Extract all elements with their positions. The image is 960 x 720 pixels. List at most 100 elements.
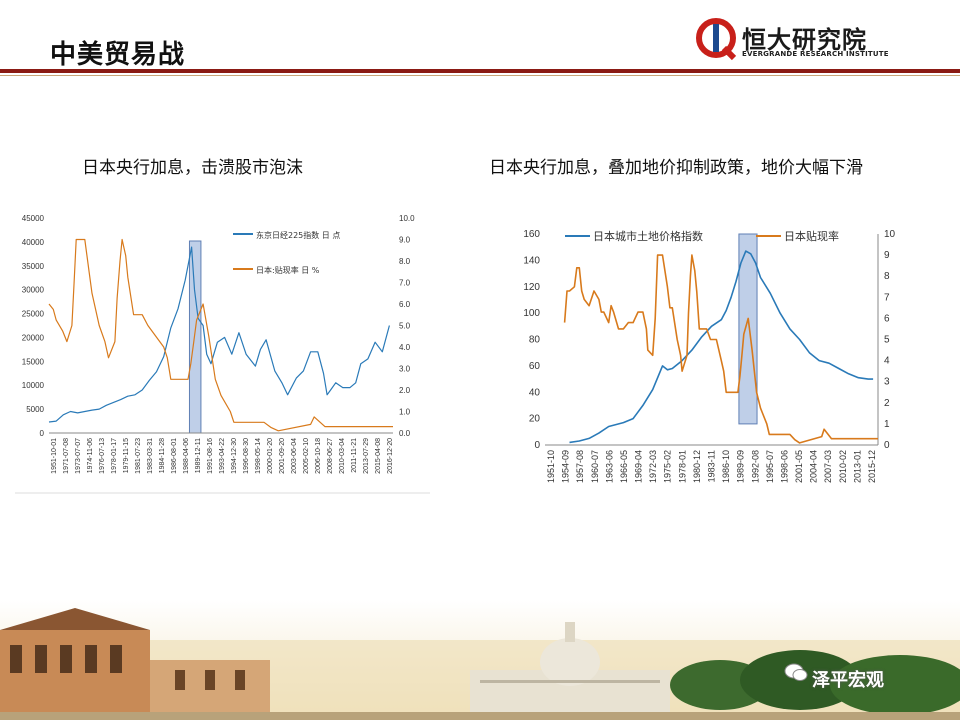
chart2-x-tick-label: 1966-05 bbox=[619, 450, 629, 483]
chart1-y-right-tick: 6.0 bbox=[399, 300, 411, 309]
chart2-y-right-tick: 10 bbox=[884, 229, 896, 240]
chart1-x-tick-label: 2016-12-20 bbox=[387, 438, 394, 474]
chart2-x-tick-label: 2010-02 bbox=[838, 450, 848, 483]
chart2-x-tick-label: 1960-07 bbox=[590, 450, 600, 483]
chart1-x-tick-label: 1993-04-22 bbox=[219, 438, 226, 474]
chart2-x-tick-label: 1980-12 bbox=[692, 450, 702, 483]
wechat-icon bbox=[784, 663, 808, 681]
capitol-building-icon bbox=[470, 622, 670, 720]
chart1-x-tick-label: 1978-01-17 bbox=[111, 438, 118, 474]
page-title: 中美贸易战 bbox=[50, 40, 186, 70]
chart1-y-left-tick: 10000 bbox=[22, 381, 45, 390]
chart1-x-tick-label: 1984-11-28 bbox=[159, 438, 166, 473]
chart1-x-tick-label: 1983-03-31 bbox=[147, 438, 154, 474]
chart1-x-tick-label: 2011-11-21 bbox=[351, 438, 358, 473]
chart2-x-tick-label: 2004-04 bbox=[809, 450, 819, 483]
chart2-x-tick-label: 1954-09 bbox=[561, 450, 571, 483]
chart1-x-tick-label: 2001-09-20 bbox=[279, 438, 286, 474]
chart1-y-right-tick: 8.0 bbox=[399, 257, 411, 266]
chart2-y-left-tick: 60 bbox=[529, 361, 541, 372]
brand-name-cn: 恒大研究院 bbox=[742, 26, 867, 54]
watermark-text: 泽平宏观 bbox=[812, 670, 884, 691]
chart1-y-right-tick: 0.0 bbox=[399, 429, 411, 438]
chart1-y-right-tick: 7.0 bbox=[399, 279, 411, 288]
chart1-y-right-tick: 2.0 bbox=[399, 386, 411, 395]
chart2-legend-label-1: 日本城市土地价格指数 bbox=[593, 229, 703, 243]
chart1-x-tick-label: 1974-11-06 bbox=[87, 438, 94, 473]
chart1-title: 日本央行加息，击溃股市泡沫 bbox=[82, 158, 303, 178]
chart1-y-right-tick: 4.0 bbox=[399, 343, 411, 352]
chart2-x-tick-label: 1978-01 bbox=[677, 450, 687, 483]
chart2-y-left-tick: 20 bbox=[529, 414, 541, 425]
chart2-x-tick-label: 1992-08 bbox=[750, 450, 760, 483]
land-price-discount-rate-chart: 1601401201008060402001098765432101951-10… bbox=[523, 229, 896, 483]
chart2-series-2-line bbox=[563, 254, 878, 444]
chart2-y-right-tick: 3 bbox=[884, 377, 890, 388]
chart2-y-right-tick: 8 bbox=[884, 271, 890, 282]
chart1-y-right-tick: 9.0 bbox=[399, 236, 411, 245]
chart1-y-left-tick: 45000 bbox=[22, 214, 45, 223]
chart2-x-tick-label: 1983-11 bbox=[707, 450, 717, 482]
nikkei-discount-rate-chart: 45000 40000 35000 30000 25000 20000 15000 10000… bbox=[15, 205, 430, 494]
chart1-x-tick-label: 2003-06-04 bbox=[291, 438, 298, 474]
chart2-y-right-tick: 5 bbox=[884, 335, 890, 346]
chart2-x-tick-label: 2013-01 bbox=[852, 450, 862, 483]
brand-name-en: EVERGRANDE RESEARCH INSTITUTE bbox=[742, 50, 889, 58]
chart2-series-1-line bbox=[569, 250, 874, 444]
chart1-x-tick-label: 2000-01-20 bbox=[267, 438, 274, 474]
chart1-x-tick-label: 2013-07-29 bbox=[363, 438, 370, 474]
chart2-x-tick-label: 1986-10 bbox=[721, 450, 731, 483]
chart1-x-tick-label: 1991-08-16 bbox=[207, 438, 214, 474]
chart1-x-tick-label: 1979-11-15 bbox=[123, 438, 130, 473]
brand-mark-icon bbox=[696, 18, 737, 61]
chart2-y-right-tick: 1 bbox=[884, 419, 890, 430]
chart1-x-tick-label: 1981-07-23 bbox=[135, 438, 142, 474]
chart2-y-right-tick: 6 bbox=[884, 313, 890, 324]
chart1-x-tick-label: 1976-07-13 bbox=[99, 438, 106, 474]
chart1-x-tick-label: 1998-05-14 bbox=[255, 438, 262, 474]
header-divider-thin bbox=[0, 75, 960, 76]
chart1-x-tick-label: 2008-06-27 bbox=[327, 438, 334, 474]
chart1-y-left-tick: 5000 bbox=[26, 405, 44, 414]
chart1-y-left-tick: 20000 bbox=[22, 333, 45, 342]
chart1-legend-label-1: 东京日经225指数 日 点 bbox=[256, 230, 340, 240]
chart1-y-right-tick: 3.0 bbox=[399, 365, 411, 374]
chart2-y-right-tick: 4 bbox=[884, 356, 890, 367]
chart1-series-1-line bbox=[48, 246, 390, 423]
chart1-x-tick-label: 1951-10-01 bbox=[51, 438, 58, 474]
chart1-y-left-tick: 40000 bbox=[22, 238, 45, 247]
chart2-legend-label-2: 日本贴现率 bbox=[784, 229, 839, 243]
chart2-x-tick-label: 2015-12 bbox=[867, 450, 877, 483]
chart2-x-tick-label: 1972-03 bbox=[648, 450, 658, 483]
chart1-x-tick-label: 2015-04-08 bbox=[375, 438, 382, 474]
chart1-y-left-tick: 25000 bbox=[22, 310, 45, 319]
chart2-y-left-tick: 160 bbox=[523, 229, 540, 240]
chart1-y-left-tick: 0 bbox=[40, 429, 45, 438]
chart2-y-left-tick: 40 bbox=[529, 387, 541, 398]
chart1-y-right-tick: 1.0 bbox=[399, 408, 411, 417]
chart1-y-right-tick: 10.0 bbox=[399, 214, 415, 223]
chart2-x-tick-label: 2007-03 bbox=[823, 450, 833, 483]
chart1-x-tick-label: 2006-10-18 bbox=[315, 438, 322, 474]
chart2-y-left-tick: 140 bbox=[523, 255, 540, 266]
chart2-x-tick-label: 1969-04 bbox=[634, 450, 644, 483]
chart2-title: 日本央行加息，叠加地价抑制政策，地价大幅下滑 bbox=[489, 158, 863, 178]
chart1-x-tick-label: 1986-08-01 bbox=[171, 438, 178, 474]
chart1-y-left-tick: 35000 bbox=[22, 262, 45, 271]
chart1-y-right-tick: 5.0 bbox=[399, 322, 411, 331]
brand-logo: 恒大研究院 EVERGRANDE RESEARCH INSTITUTE bbox=[696, 18, 889, 62]
chart1-background bbox=[15, 205, 430, 493]
header-divider bbox=[0, 69, 960, 73]
chart1-x-tick-label: 1989-12-11 bbox=[195, 438, 202, 473]
chart1-legend-label-2: 日本:贴现率 日 % bbox=[256, 265, 320, 275]
chart1-x-tick-label: 2010-03-04 bbox=[339, 438, 346, 474]
chart2-highlight-box bbox=[738, 233, 758, 425]
chart1-x-tick-label: 1996-08-30 bbox=[243, 438, 250, 474]
chart1-x-tick-label: 1973-07-07 bbox=[75, 438, 82, 474]
chart1-highlight-box bbox=[188, 240, 202, 434]
chart2-x-tick-label: 1951-10 bbox=[546, 450, 556, 483]
chart2-y-right-tick: 7 bbox=[884, 292, 890, 303]
chart2-x-tick-label: 1995-07 bbox=[765, 450, 775, 483]
chart2-x-tick-label: 1998-06 bbox=[779, 450, 789, 483]
chart2-x-tick-label: 1989-09 bbox=[736, 450, 746, 483]
